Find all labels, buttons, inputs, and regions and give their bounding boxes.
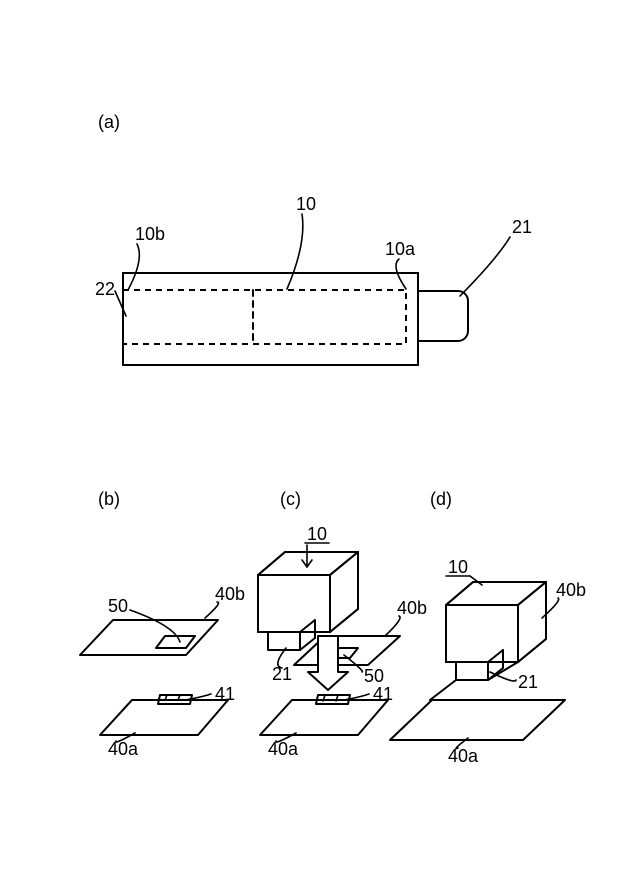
ref-21: 21 (272, 664, 292, 684)
ref-41: 41 (373, 684, 393, 704)
knob (418, 291, 468, 341)
ref-40b: 40b (215, 584, 245, 604)
panel-label: (b) (98, 489, 120, 509)
ref-21: 21 (518, 672, 538, 692)
ref-40b: 40b (397, 598, 427, 618)
ref-50: 50 (364, 666, 384, 686)
ref-10a: 10a (385, 239, 416, 259)
ref-10: 10 (448, 557, 468, 577)
ref-21: 21 (512, 217, 532, 237)
ref-22: 22 (95, 279, 115, 299)
ref-10: 10 (307, 524, 327, 544)
body-outer (123, 273, 418, 365)
ref-10: 10 (296, 194, 316, 214)
ref-40b: 40b (556, 580, 586, 600)
ref-40a: 40a (268, 739, 299, 759)
ref-50: 50 (108, 596, 128, 616)
panel-label: (d) (430, 489, 452, 509)
panel-label: (a) (98, 112, 120, 132)
ref-40a: 40a (448, 746, 479, 766)
panel-label: (c) (280, 489, 301, 509)
ref-41: 41 (215, 684, 235, 704)
ref-40a: 40a (108, 739, 139, 759)
ref-10b: 10b (135, 224, 165, 244)
diagram-canvas: (a) (b) (c) (d) 10 10a 10b 21 22 50 40b 41 40a 10 40b 2… (0, 0, 622, 882)
